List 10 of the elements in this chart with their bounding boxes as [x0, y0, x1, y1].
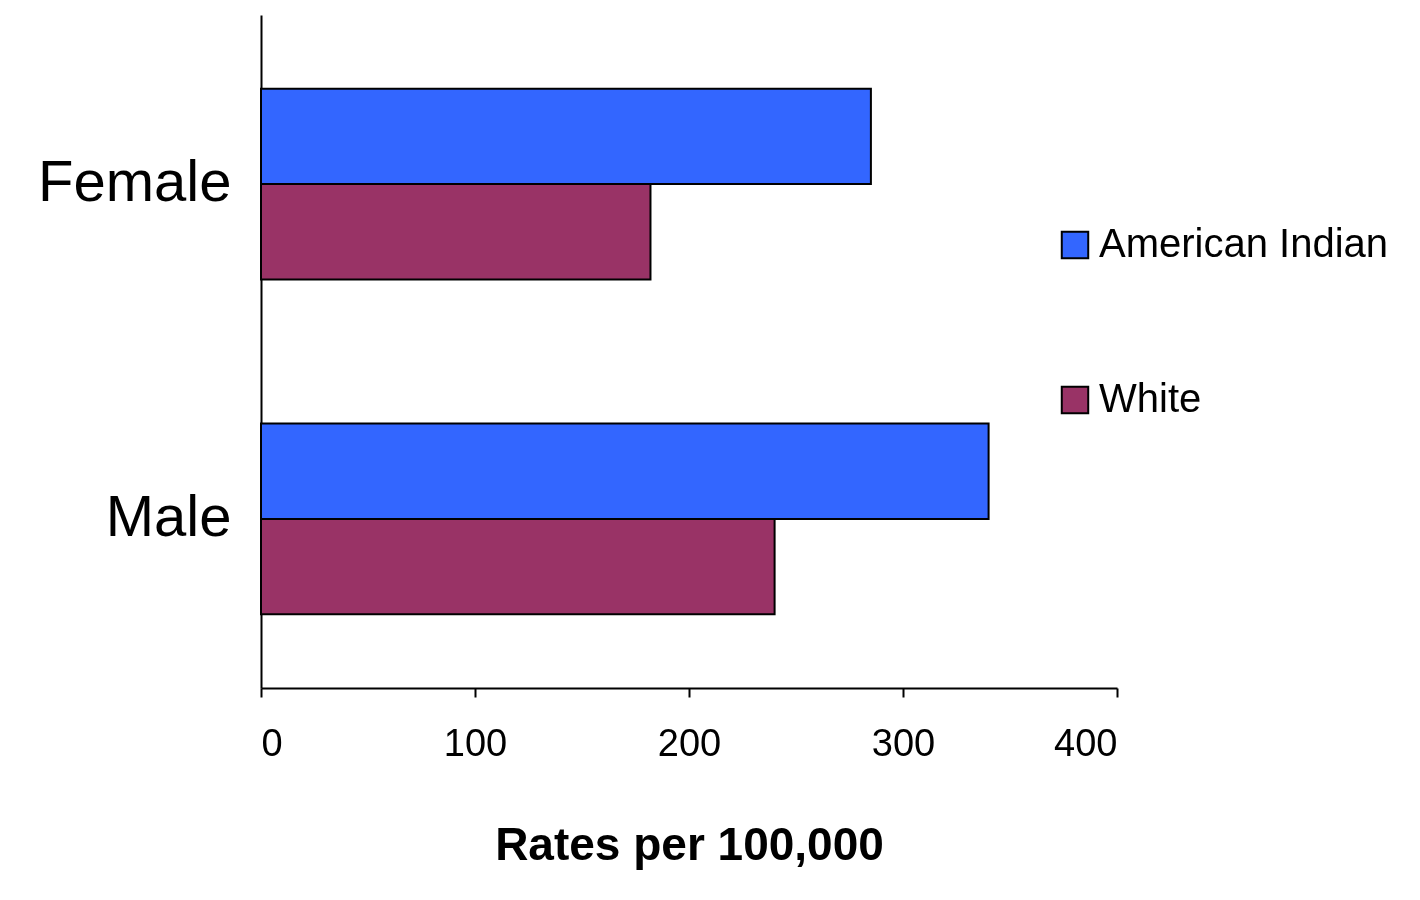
- x-tick-label: 100: [443, 721, 508, 764]
- x-tick-label: 300: [871, 721, 936, 764]
- x-tick-label: 0: [261, 721, 283, 764]
- legend-label: American Indian: [1099, 221, 1389, 265]
- x-axis-title: Rates per 100,000: [495, 817, 884, 870]
- y-tick-label: Female: [38, 148, 232, 214]
- x-tick-label: 400: [1054, 721, 1118, 764]
- x-tick-label: 200: [657, 721, 722, 764]
- legend-label: White: [1099, 376, 1202, 420]
- y-tick-label: Male: [105, 482, 232, 548]
